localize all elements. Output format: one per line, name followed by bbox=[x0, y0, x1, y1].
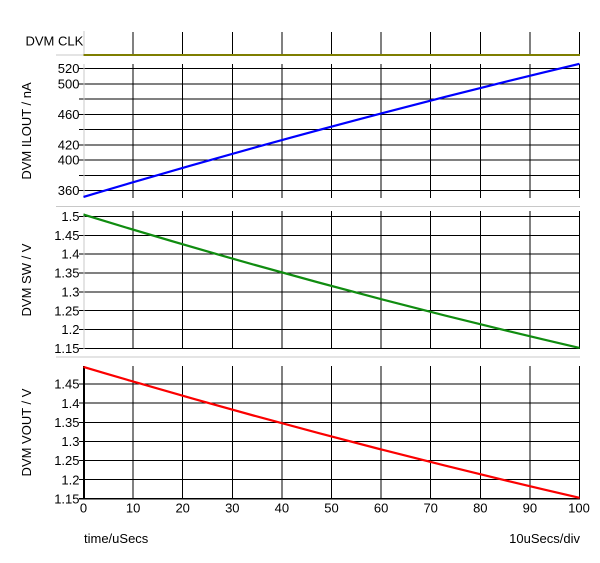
svg-text:DVM SW / V: DVM SW / V bbox=[19, 243, 34, 316]
svg-text:20: 20 bbox=[175, 500, 189, 515]
svg-text:90: 90 bbox=[523, 500, 537, 515]
svg-text:60: 60 bbox=[374, 500, 388, 515]
svg-text:1.3: 1.3 bbox=[61, 284, 79, 299]
svg-text:1.2: 1.2 bbox=[61, 322, 79, 337]
svg-text:1.35: 1.35 bbox=[54, 266, 79, 281]
svg-text:1.15: 1.15 bbox=[54, 341, 79, 356]
svg-text:100: 100 bbox=[568, 500, 590, 515]
svg-text:1.5: 1.5 bbox=[61, 209, 79, 224]
svg-text:DVM CLK: DVM CLK bbox=[26, 33, 84, 48]
svg-text:1.45: 1.45 bbox=[54, 377, 79, 392]
svg-text:1.4: 1.4 bbox=[61, 396, 79, 411]
svg-text:DVM VOUT / V: DVM VOUT / V bbox=[19, 388, 34, 476]
svg-text:10uSecs/div: 10uSecs/div bbox=[509, 531, 580, 546]
svg-text:1.3: 1.3 bbox=[61, 434, 79, 449]
svg-text:460: 460 bbox=[58, 107, 80, 122]
svg-text:1.2: 1.2 bbox=[61, 472, 79, 487]
svg-text:50: 50 bbox=[324, 500, 338, 515]
svg-text:80: 80 bbox=[473, 500, 487, 515]
svg-text:360: 360 bbox=[58, 183, 80, 198]
svg-text:DVM ILOUT / nA: DVM ILOUT / nA bbox=[19, 82, 34, 180]
svg-text:10: 10 bbox=[126, 500, 140, 515]
svg-text:420: 420 bbox=[58, 137, 80, 152]
svg-text:70: 70 bbox=[423, 500, 437, 515]
svg-text:30: 30 bbox=[225, 500, 239, 515]
svg-text:40: 40 bbox=[275, 500, 289, 515]
svg-text:500: 500 bbox=[58, 76, 80, 91]
svg-text:1.15: 1.15 bbox=[54, 491, 79, 506]
svg-text:1.25: 1.25 bbox=[54, 453, 79, 468]
svg-text:1.4: 1.4 bbox=[61, 247, 79, 262]
svg-text:1.35: 1.35 bbox=[54, 415, 79, 430]
svg-text:520: 520 bbox=[58, 61, 80, 76]
svg-text:400: 400 bbox=[58, 153, 80, 168]
svg-text:time/uSecs: time/uSecs bbox=[84, 531, 149, 546]
svg-text:1.25: 1.25 bbox=[54, 303, 79, 318]
svg-text:0: 0 bbox=[80, 500, 87, 515]
svg-text:1.45: 1.45 bbox=[54, 228, 79, 243]
